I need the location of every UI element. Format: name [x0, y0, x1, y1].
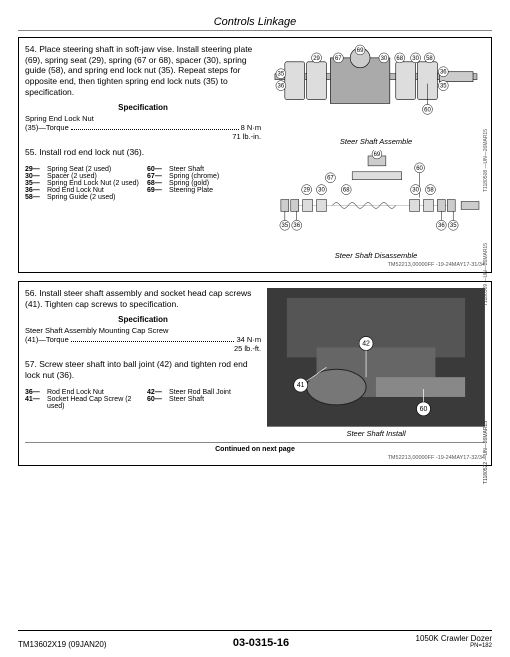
page-header: Controls Linkage [18, 10, 492, 31]
spec-line-1: (35)—Torque 8 N·m [25, 123, 261, 132]
svg-text:30: 30 [412, 188, 419, 194]
spec-dots [71, 124, 239, 130]
leg-txt: Steering Plate [169, 187, 261, 194]
spec-line-2: (41)—Torque 34 N·m [25, 335, 261, 344]
leg-txt: Spring (chrome) [169, 173, 261, 180]
step-55-num: 55. [25, 147, 37, 157]
leg-num: 29— [25, 166, 47, 173]
leg-txt: Rod End Lock Nut [47, 187, 139, 194]
footer-left: TM13602X19 (09JAN20) [18, 640, 107, 649]
leg-txt: Spring Guide (2 used) [47, 194, 139, 201]
svg-text:35: 35 [278, 72, 285, 78]
leg-num: 58— [25, 194, 47, 201]
leg-txt: Socket Head Cap Screw (2 used) [47, 396, 139, 410]
footer-pn: PN=182 [416, 643, 492, 649]
spec-sub-2: (41)—Torque [25, 335, 69, 344]
step-56: 56. Install steer shaft assembly and soc… [25, 288, 261, 309]
section-1: 54. Place steering shaft in soft-jaw vis… [18, 37, 492, 273]
spec-heading-1: Specification [25, 103, 261, 112]
svg-text:36: 36 [438, 223, 445, 229]
svg-text:58: 58 [427, 188, 434, 194]
figure-install: 41 42 60 T1180522 —UN—26MAR15 [267, 288, 485, 427]
spec-dots [71, 336, 235, 342]
svg-text:29: 29 [303, 188, 310, 194]
legend-1: 29—Spring Seat (2 used) 60—Steer Shaft 3… [25, 166, 261, 201]
leg-txt: Spring End Lock Nut (2 used) [47, 180, 139, 187]
src-note-2: TM52213,00000FF -19-24MAY17-32/34 [25, 455, 485, 461]
leg-txt: Steer Shaft [169, 166, 261, 173]
leg-num: 36— [25, 187, 47, 194]
svg-text:36: 36 [440, 70, 447, 76]
leg-num: 41— [25, 396, 47, 410]
svg-text:30: 30 [318, 188, 325, 194]
fig3-sidecode: T1180522 —UN—26MAR15 [483, 421, 489, 484]
leg-txt: Rod End Lock Nut [47, 389, 139, 396]
step-56-num: 56. [25, 288, 37, 298]
spec-val-2a: 34 N·m [236, 335, 261, 344]
footer-mid: 03-0315-16 [233, 637, 289, 649]
spec-heading-2: Specification [25, 315, 261, 324]
leg-num: 42— [147, 389, 169, 396]
figure-assemble: 69 35 36 29 67 30 68 30 58 36 35 60 [267, 44, 485, 135]
svg-text:60: 60 [424, 107, 431, 113]
spec-val-2b: 25 lb.-ft. [25, 344, 261, 353]
svg-text:60: 60 [420, 406, 428, 413]
svg-text:69: 69 [357, 48, 364, 54]
spec-val-1a: 8 N·m [241, 123, 261, 132]
svg-text:29: 29 [313, 56, 320, 62]
step-54-num: 54. [25, 44, 37, 54]
step-57: 57. Screw steer shaft into ball joint (4… [25, 359, 261, 380]
fig1-caption: Steer Shaft Assemble [267, 137, 485, 146]
src-note-1: TM52213,00000FF -19-24MAY17-31/34 [25, 262, 485, 268]
svg-text:35: 35 [450, 223, 457, 229]
page-footer: TM13602X19 (09JAN20) 03-0315-16 1050K Cr… [18, 630, 492, 649]
leg-txt: Steer Rod Ball Joint [169, 389, 261, 396]
svg-text:35: 35 [282, 223, 289, 229]
svg-text:30: 30 [381, 56, 388, 62]
svg-text:60: 60 [416, 166, 423, 172]
spec-sub-1: (35)—Torque [25, 123, 69, 132]
svg-text:67: 67 [327, 176, 334, 182]
step-54-text: Place steering shaft in soft-jaw vise. I… [25, 44, 252, 97]
leg-num: 35— [25, 180, 47, 187]
leg-num: 30— [25, 173, 47, 180]
svg-text:67: 67 [335, 56, 342, 62]
step-57-num: 57. [25, 359, 37, 369]
leg-num: 68— [147, 180, 169, 187]
svg-text:68: 68 [397, 56, 404, 62]
spec-val-1b: 71 lb.-in. [25, 132, 261, 141]
spec-item-2: Steer Shaft Assembly Mounting Cap Screw [25, 326, 261, 335]
svg-text:68: 68 [343, 188, 350, 194]
leg-num: 69— [147, 187, 169, 194]
leg-txt: Spacer (2 used) [47, 173, 139, 180]
spec-item-1: Spring End Lock Nut [25, 114, 261, 123]
svg-text:36: 36 [293, 223, 300, 229]
step-55: 55. Install rod end lock nut (36). [25, 147, 261, 158]
figure-disassemble: 69 67 60 68 29 30 30 58 36 35 36 [267, 150, 485, 249]
continued-note: Continued on next page [25, 442, 485, 453]
svg-text:30: 30 [412, 56, 419, 62]
step-54: 54. Place steering shaft in soft-jaw vis… [25, 44, 261, 97]
svg-text:42: 42 [362, 341, 370, 348]
step-56-text: Install steer shaft assembly and socket … [25, 288, 251, 309]
step-55-text: Install rod end lock nut (36). [39, 147, 144, 157]
svg-text:41: 41 [297, 382, 305, 389]
section-2: 56. Install steer shaft assembly and soc… [18, 281, 492, 466]
leg-num: 60— [147, 396, 169, 410]
svg-text:58: 58 [426, 56, 433, 62]
svg-text:36: 36 [278, 84, 285, 90]
leg-txt: Spring (gold) [169, 180, 261, 187]
legend-2: 36—Rod End Lock Nut 42—Steer Rod Ball Jo… [25, 389, 261, 410]
svg-text:69: 69 [374, 152, 381, 158]
leg-txt: Steer Shaft [169, 396, 261, 410]
leg-txt: Spring Seat (2 used) [47, 166, 139, 173]
leg-num: 60— [147, 166, 169, 173]
svg-text:35: 35 [440, 84, 447, 90]
fig3-caption: Steer Shaft Install [267, 429, 485, 438]
leg-num: 67— [147, 173, 169, 180]
footer-right: 1050K Crawler Dozer [416, 634, 492, 643]
step-57-text: Screw steer shaft into ball joint (42) a… [25, 359, 248, 380]
fig2-caption: Steer Shaft Disassemble [267, 251, 485, 260]
leg-num: 36— [25, 389, 47, 396]
